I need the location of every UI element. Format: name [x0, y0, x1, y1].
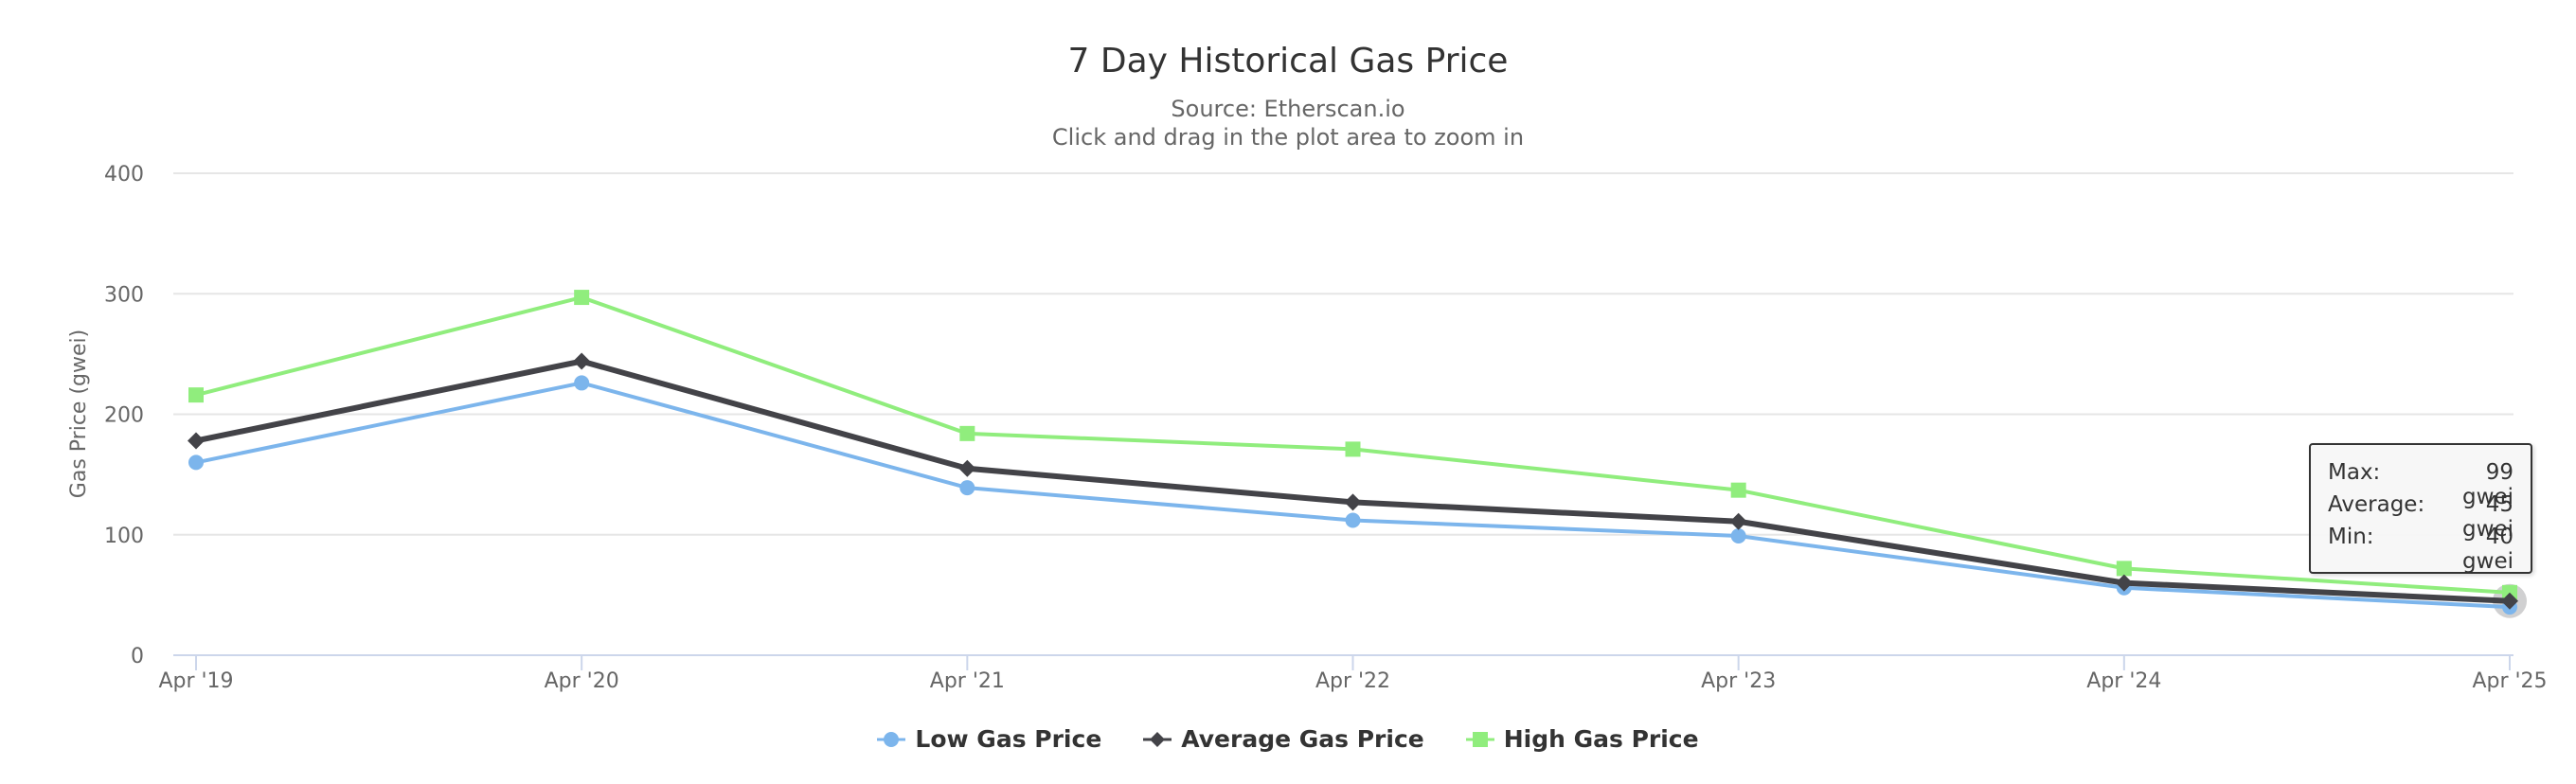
circle-marker-icon — [877, 731, 906, 747]
gridlines — [173, 172, 2513, 536]
tooltip-row-max: Max: 99 gwei — [2328, 460, 2513, 509]
x-tick-label: Apr '24 — [2086, 669, 2161, 693]
y-tick-label: 200 — [104, 404, 144, 428]
x-tick-label: Apr '25 — [2472, 669, 2547, 693]
data-point[interactable] — [574, 290, 590, 306]
chart-subtitle: Source: Etherscan.io Click and drag in t… — [0, 95, 2576, 151]
tooltip-row-average: Average: 45 gwei — [2328, 492, 2513, 542]
data-point[interactable] — [1729, 512, 1747, 530]
data-point[interactable] — [958, 459, 976, 477]
y-tick-label: 0 — [131, 645, 144, 668]
x-tick-label: Apr '21 — [930, 669, 1005, 693]
legend-item-average[interactable]: Average Gas Price — [1143, 725, 1424, 753]
y-tick-label: 400 — [104, 163, 144, 187]
x-axis-ticks: Apr '19 Apr '20 Apr '21 Apr '22 Apr '23 Apr '… — [158, 655, 2548, 693]
x-tick-label: Apr '22 — [1315, 669, 1390, 693]
diamond-marker-icon — [1143, 731, 1172, 747]
x-tick-label: Apr '19 — [158, 669, 233, 693]
data-point[interactable] — [1730, 482, 1746, 498]
data-point[interactable] — [2501, 592, 2518, 610]
x-tick-label: Apr '20 — [545, 669, 619, 693]
y-axis-ticks: 0 100 200 300 400 — [104, 163, 144, 668]
series-average-gas-price[interactable] — [188, 352, 2518, 610]
data-point[interactable] — [573, 352, 591, 370]
data-point[interactable] — [188, 432, 205, 450]
data-point[interactable] — [188, 387, 204, 403]
chart-legend: Low Gas Price Average Gas Price High Gas… — [0, 725, 2576, 753]
square-marker-icon — [1465, 731, 1494, 747]
legend-item-low[interactable]: Low Gas Price — [877, 725, 1101, 753]
series-lines[interactable] — [188, 290, 2527, 618]
data-point[interactable] — [959, 425, 975, 441]
data-tooltip: Max: 99 gwei Average: 45 gwei Min: 40 gw… — [2309, 443, 2532, 574]
data-point[interactable] — [2115, 574, 2133, 592]
data-point[interactable] — [2116, 561, 2132, 577]
chart-title: 7 Day Historical Gas Price — [1067, 42, 1509, 80]
source-text: Source: Etherscan.io — [1171, 96, 1405, 122]
data-point[interactable] — [959, 480, 975, 496]
legend-item-high[interactable]: High Gas Price — [1465, 725, 1699, 753]
data-point[interactable] — [188, 454, 204, 471]
y-axis-label: Gas Price (gwei) — [67, 330, 91, 498]
y-tick-label: 300 — [104, 283, 144, 307]
data-point[interactable] — [1730, 528, 1746, 544]
x-tick-label: Apr '23 — [1701, 669, 1776, 693]
data-point[interactable] — [1345, 512, 1361, 528]
series-high-gas-price[interactable] — [188, 290, 2517, 600]
data-point[interactable] — [1344, 493, 1362, 511]
data-point[interactable] — [1345, 441, 1361, 457]
data-point[interactable] — [574, 375, 590, 391]
tooltip-row-min: Min: 40 gwei — [2328, 525, 2513, 574]
y-tick-label: 100 — [104, 525, 144, 548]
zoom-hint-text: Click and drag in the plot area to zoom … — [1051, 124, 1525, 151]
